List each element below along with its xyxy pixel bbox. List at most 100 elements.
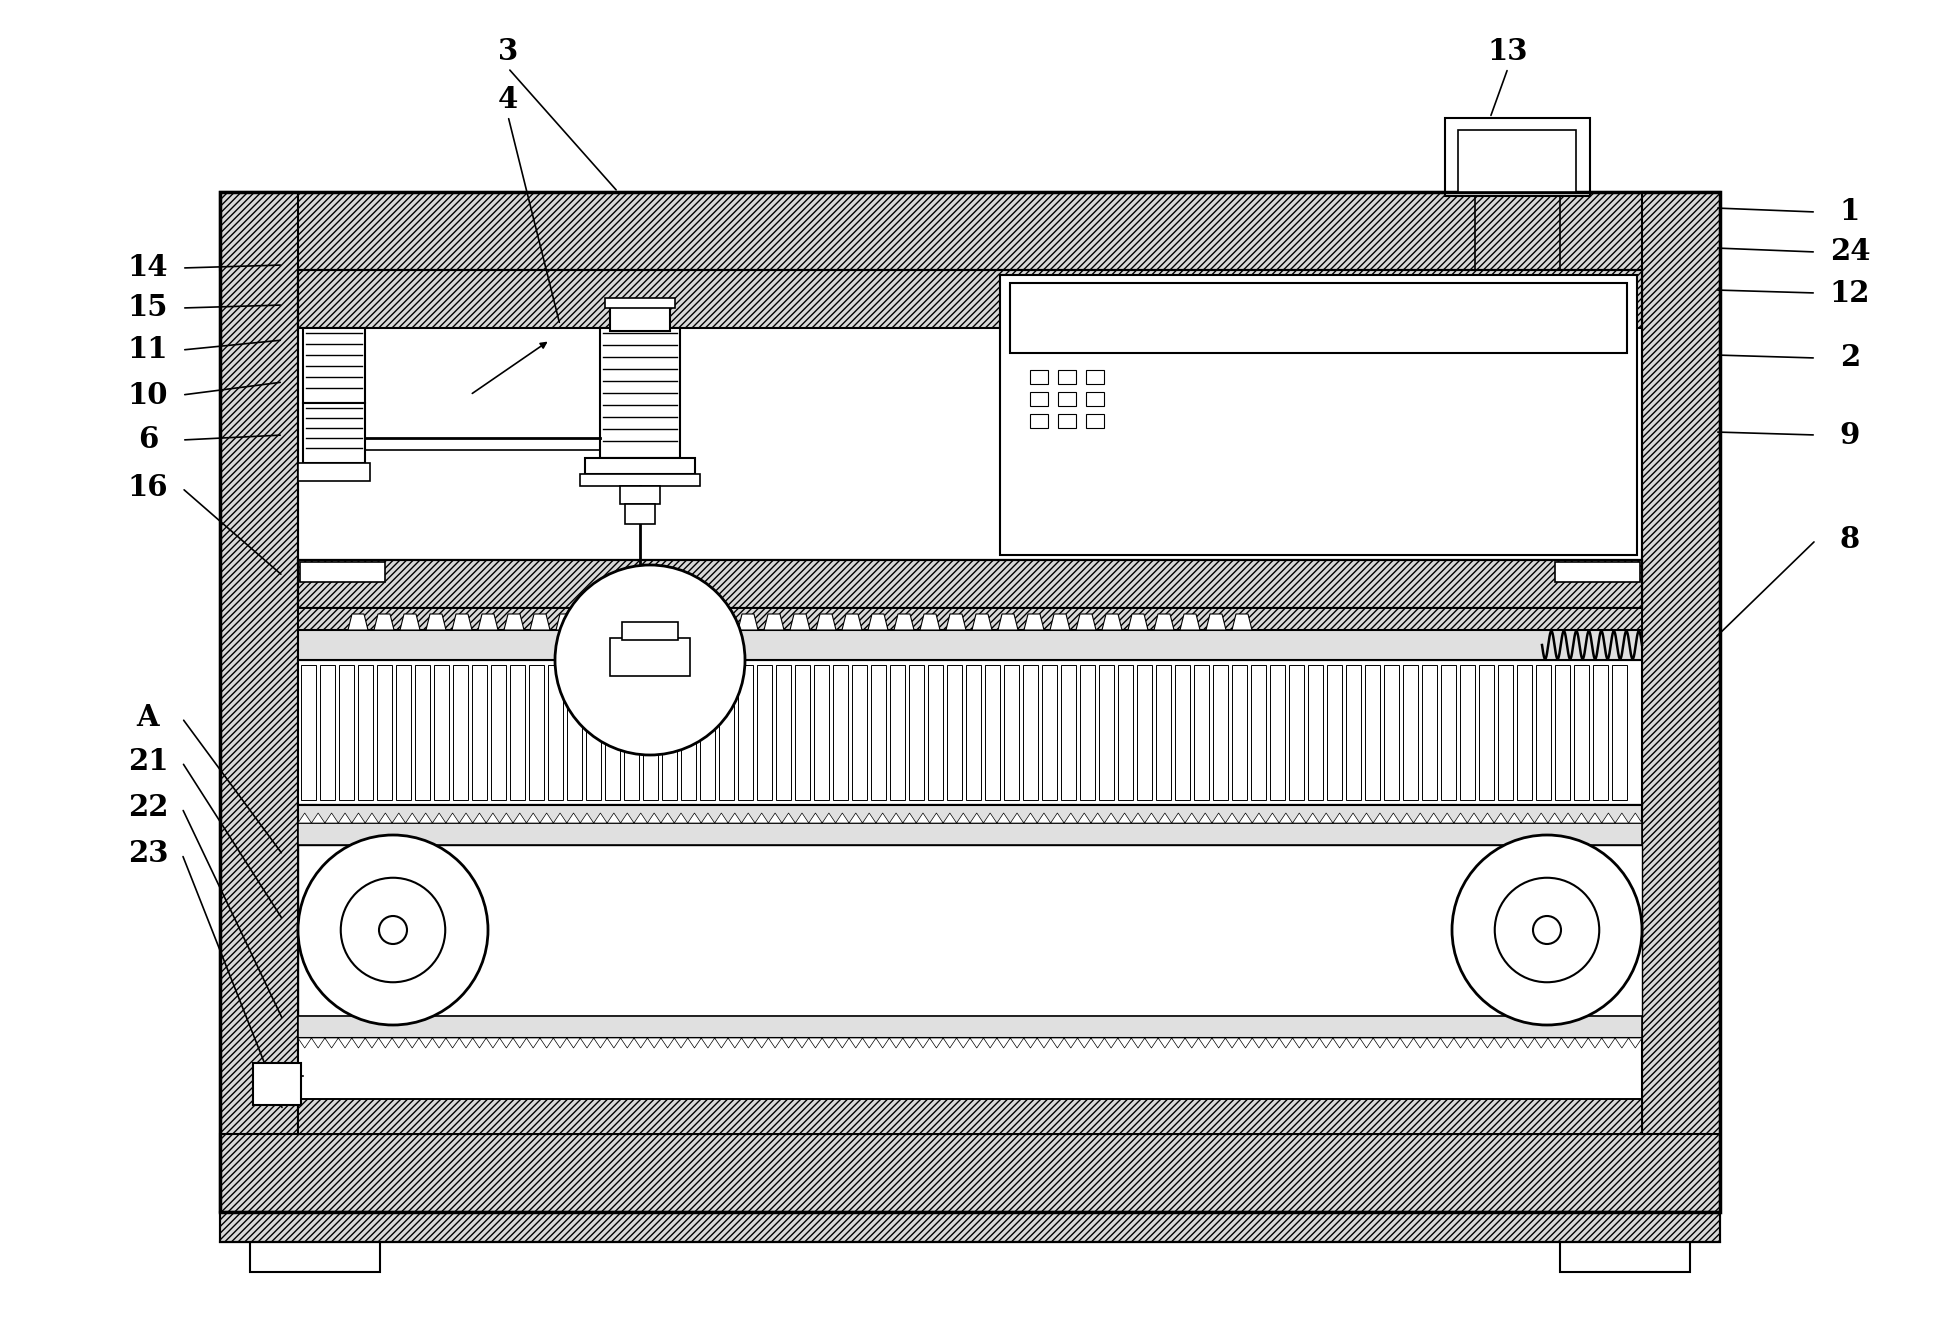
Polygon shape [312, 1037, 325, 1048]
Bar [298, 1016, 1641, 1037]
Bar [304, 327, 364, 403]
Bar [1081, 666, 1094, 800]
Bar [662, 666, 678, 800]
Polygon shape [446, 813, 459, 823]
Bar [946, 666, 962, 800]
Polygon shape [352, 1037, 366, 1048]
Polygon shape [794, 813, 808, 823]
Bar [300, 562, 386, 582]
Bar [1005, 666, 1018, 800]
Polygon shape [539, 1037, 553, 1048]
Bar [718, 666, 734, 800]
Bar [339, 666, 354, 800]
Polygon shape [621, 1037, 635, 1048]
Polygon shape [1024, 615, 1044, 629]
Polygon shape [999, 615, 1018, 629]
Polygon shape [822, 813, 835, 823]
Circle shape [555, 565, 746, 756]
Polygon shape [526, 813, 539, 823]
Polygon shape [594, 1037, 607, 1048]
Polygon shape [1602, 1037, 1616, 1048]
Polygon shape [473, 1037, 487, 1048]
Polygon shape [997, 1037, 1010, 1048]
Polygon shape [1010, 1037, 1024, 1048]
Polygon shape [1051, 1037, 1065, 1048]
Polygon shape [399, 615, 421, 629]
Polygon shape [769, 813, 783, 823]
Polygon shape [1386, 813, 1400, 823]
Bar [1042, 666, 1057, 800]
Polygon shape [514, 813, 526, 823]
Polygon shape [1038, 813, 1051, 823]
Bar [298, 560, 1641, 608]
Polygon shape [459, 1037, 473, 1048]
Polygon shape [863, 1037, 876, 1048]
Polygon shape [539, 813, 553, 823]
Polygon shape [894, 615, 913, 629]
Polygon shape [1225, 813, 1238, 823]
Bar [1560, 1212, 1690, 1272]
Polygon shape [890, 1037, 903, 1048]
Bar [491, 666, 506, 800]
Polygon shape [1628, 813, 1641, 823]
Bar [530, 666, 543, 800]
Polygon shape [553, 1037, 567, 1048]
Text: 6: 6 [138, 425, 158, 455]
Polygon shape [1279, 813, 1293, 823]
Polygon shape [405, 813, 419, 823]
Bar [1086, 392, 1104, 407]
Bar [584, 458, 695, 474]
Bar [220, 1134, 1719, 1212]
Polygon shape [378, 813, 391, 823]
Bar [319, 666, 335, 800]
Text: 16: 16 [129, 474, 167, 502]
Polygon shape [783, 1037, 794, 1048]
Polygon shape [1266, 1037, 1279, 1048]
Bar [298, 823, 1641, 845]
Polygon shape [903, 1037, 917, 1048]
Polygon shape [374, 615, 393, 629]
Polygon shape [391, 813, 405, 823]
Polygon shape [983, 1037, 997, 1048]
Bar [298, 463, 370, 480]
Bar [1612, 666, 1628, 800]
Polygon shape [1454, 1037, 1468, 1048]
Polygon shape [487, 1037, 500, 1048]
Polygon shape [1345, 1037, 1359, 1048]
Bar [890, 666, 905, 800]
Polygon shape [1400, 813, 1414, 823]
Polygon shape [621, 813, 635, 823]
Polygon shape [1616, 813, 1628, 823]
Polygon shape [1493, 813, 1507, 823]
Polygon shape [1359, 1037, 1373, 1048]
Polygon shape [876, 813, 890, 823]
Polygon shape [298, 813, 312, 823]
Bar [1057, 413, 1077, 428]
Polygon shape [876, 1037, 890, 1048]
Polygon shape [1441, 1037, 1454, 1048]
Polygon shape [849, 1037, 863, 1048]
Bar [609, 637, 689, 676]
Polygon shape [1024, 1037, 1038, 1048]
Bar [701, 666, 715, 800]
Polygon shape [841, 615, 863, 629]
Bar [1497, 666, 1513, 800]
Polygon shape [526, 1037, 539, 1048]
Bar [567, 666, 582, 800]
Bar [415, 666, 430, 800]
Polygon shape [1104, 1037, 1118, 1048]
Polygon shape [808, 1037, 822, 1048]
Polygon shape [822, 1037, 835, 1048]
Polygon shape [1145, 1037, 1158, 1048]
Bar [794, 666, 810, 800]
Polygon shape [970, 1037, 983, 1048]
Polygon shape [1118, 1037, 1131, 1048]
Polygon shape [1454, 813, 1468, 823]
Bar [609, 303, 670, 331]
Polygon shape [1548, 1037, 1561, 1048]
Bar [1593, 666, 1608, 800]
Polygon shape [487, 813, 500, 823]
Bar [929, 666, 942, 800]
Polygon shape [557, 615, 576, 629]
Polygon shape [1252, 813, 1266, 823]
